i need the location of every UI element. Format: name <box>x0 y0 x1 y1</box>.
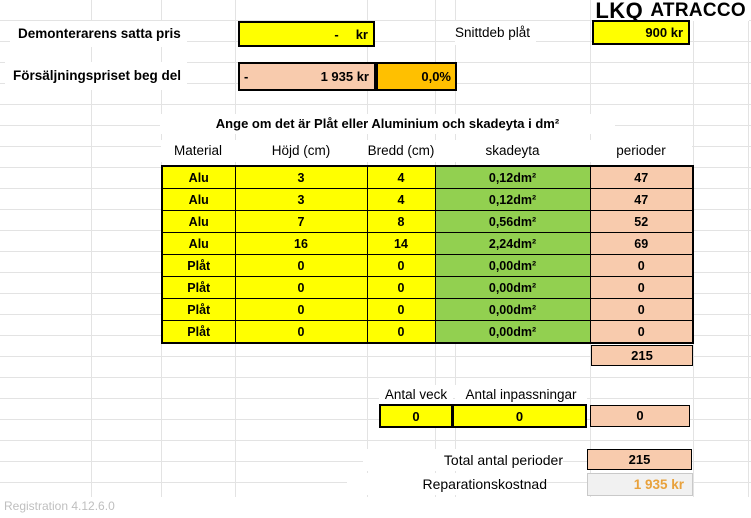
antal-veck-label: Antal veck <box>379 385 453 404</box>
forsaljningspris-label: Försäljningspriset beg del <box>5 62 188 90</box>
total-perioder-cell: 215 <box>587 449 692 470</box>
hojd-cell[interactable]: 3 <box>234 165 368 189</box>
bredd-cell[interactable]: 0 <box>366 320 436 344</box>
snittdeb-label: Snittdeb plåt <box>455 21 537 45</box>
antal-inpassningar-label: Antal inpassningar <box>455 385 587 404</box>
forsaljningspris-percent-value: 0,0% <box>421 69 451 84</box>
total-perioder-label: Total antal perioder <box>363 449 563 471</box>
table-row: Plåt 0 0 0,00dm² 0 <box>161 298 694 321</box>
damage-table-body: Alu 3 4 0,12dm² 47 Alu 3 4 0,12dm² 47 Alu 7 8 0,56dm²… <box>161 165 694 344</box>
table-row: Plåt 0 0 0,00dm² 0 <box>161 276 694 299</box>
reparationskostnad-label: Reparationskostnad <box>347 473 547 495</box>
hojd-cell[interactable]: 3 <box>234 188 368 211</box>
material-cell[interactable]: Plåt <box>161 276 236 299</box>
snittdeb-input[interactable]: 900 kr <box>592 20 690 45</box>
bredd-cell[interactable]: 0 <box>366 276 436 299</box>
damage-table: Alu 3 4 0,12dm² 47 Alu 3 4 0,12dm² 47 Alu 7 8 0,56dm²… <box>161 165 694 344</box>
hojd-cell[interactable]: 0 <box>234 298 368 321</box>
perioder-cell: 52 <box>589 210 694 233</box>
material-cell[interactable]: Plåt <box>161 320 236 344</box>
demonterarens-label: Demonterarens satta pris <box>10 21 187 47</box>
perioder-cell: 47 <box>589 188 694 211</box>
column-header: Höjd (cm) <box>235 140 367 162</box>
skadeyta-cell: 2,24dm² <box>434 232 591 255</box>
skadeyta-cell: 0,00dm² <box>434 276 591 299</box>
hojd-cell[interactable]: 0 <box>234 320 368 344</box>
skadeyta-cell: 0,12dm² <box>434 188 591 211</box>
forsaljningspris-cell: - 1 935 kr <box>238 62 376 91</box>
bredd-cell[interactable]: 14 <box>366 232 436 255</box>
demonterarens-price-input[interactable]: - kr <box>238 21 375 47</box>
hojd-cell[interactable]: 16 <box>234 232 368 255</box>
bredd-cell[interactable]: 0 <box>366 298 436 321</box>
material-cell[interactable]: Alu <box>161 165 236 189</box>
table-row: Alu 3 4 0,12dm² 47 <box>161 188 694 211</box>
material-cell[interactable]: Alu <box>161 210 236 233</box>
demonterarens-price-value: - <box>334 26 339 42</box>
perioder-cell: 0 <box>589 276 694 299</box>
column-header: Material <box>161 140 235 162</box>
perioder-cell: 0 <box>589 254 694 277</box>
skadeyta-cell: 0,12dm² <box>434 165 591 189</box>
version-text: Registration 4.12.6.0 <box>4 499 115 513</box>
perioder-cell: 47 <box>589 165 694 189</box>
table-row: Plåt 0 0 0,00dm² 0 <box>161 320 694 344</box>
forsaljningspris-value: 1 935 kr <box>320 69 369 84</box>
column-header: perioder <box>590 140 692 162</box>
bredd-cell[interactable]: 4 <box>366 165 436 189</box>
forsaljningspris-minus: - <box>244 69 249 84</box>
adjustments-result-cell: 0 <box>590 405 690 427</box>
table-row: Alu 3 4 0,12dm² 47 <box>161 165 694 189</box>
perioder-cell: 0 <box>589 298 694 321</box>
table-row: Alu 16 14 2,24dm² 69 <box>161 232 694 255</box>
footer-strip: Registration 4.12.6.0 <box>0 497 751 518</box>
antal-veck-input[interactable]: 0 <box>379 404 453 428</box>
skadeyta-cell: 0,00dm² <box>434 254 591 277</box>
hojd-cell[interactable]: 0 <box>234 254 368 277</box>
skadeyta-cell: 0,56dm² <box>434 210 591 233</box>
skadeyta-cell: 0,00dm² <box>434 298 591 321</box>
table-row: Plåt 0 0 0,00dm² 0 <box>161 254 694 277</box>
material-cell[interactable]: Alu <box>161 188 236 211</box>
material-cell[interactable]: Alu <box>161 232 236 255</box>
table-row: Alu 7 8 0,56dm² 52 <box>161 210 694 233</box>
damage-table-header-row: Material Höjd (cm) Bredd (cm) skadeyta perio… <box>161 140 692 162</box>
skadeyta-cell: 0,00dm² <box>434 320 591 344</box>
snittdeb-value: 900 kr <box>645 25 683 40</box>
damage-section-title: Ange om det är Plåt eller Aluminium och … <box>160 114 615 134</box>
material-cell[interactable]: Plåt <box>161 254 236 277</box>
column-header: skadeyta <box>435 140 590 162</box>
material-cell[interactable]: Plåt <box>161 298 236 321</box>
atracco-logo-text: ATRACCO <box>650 0 746 21</box>
lkq-logo-text: LKQ <box>595 0 644 23</box>
bredd-cell[interactable]: 8 <box>366 210 436 233</box>
perioder-cell: 69 <box>589 232 694 255</box>
reparationskostnad-cell: 1 935 kr <box>587 473 693 496</box>
bredd-cell[interactable]: 0 <box>366 254 436 277</box>
demonterarens-price-unit: kr <box>355 26 368 42</box>
column-header: Bredd (cm) <box>367 140 435 162</box>
perioder-cell: 0 <box>589 320 694 344</box>
bredd-cell[interactable]: 4 <box>366 188 436 211</box>
hojd-cell[interactable]: 0 <box>234 276 368 299</box>
hojd-cell[interactable]: 7 <box>234 210 368 233</box>
forsaljningspris-percent-cell: 0,0% <box>376 62 457 91</box>
perioder-sum-cell: 215 <box>591 345 693 366</box>
lkq-atracco-logo: LKQ ATRACCO <box>592 0 749 23</box>
antal-inpassningar-input[interactable]: 0 <box>452 404 587 428</box>
